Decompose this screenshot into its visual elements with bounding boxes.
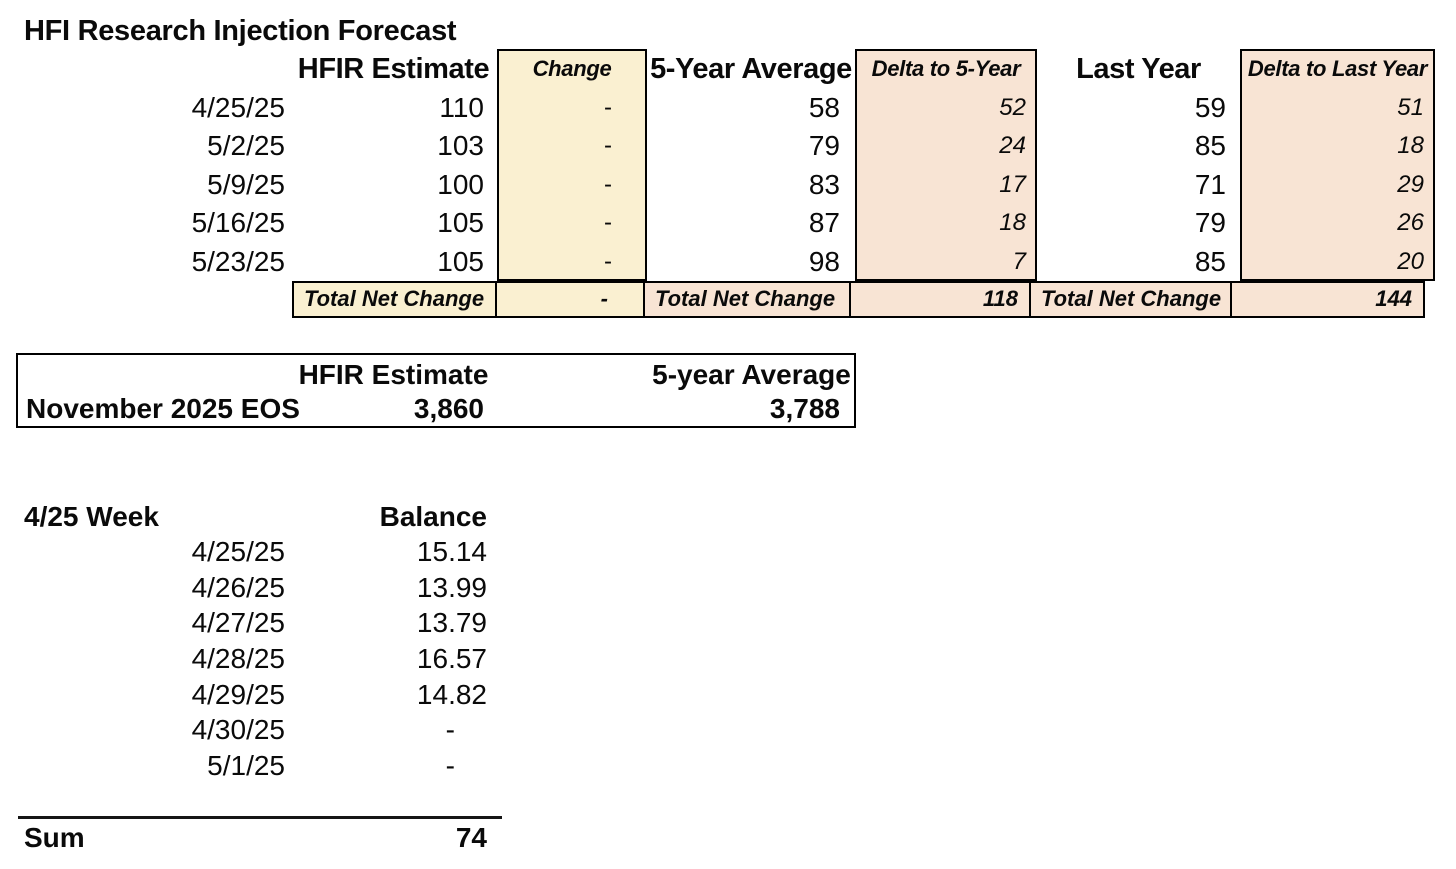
table-row: 4/30/25 - (0, 712, 520, 748)
date-cell: 5/16/25 (191, 207, 285, 239)
avg5-cell: 79 (808, 130, 840, 162)
delta-last-cell: 51 (1397, 94, 1424, 121)
total-net-change-label: Total Net Change (1029, 281, 1232, 318)
last-year-cell: 85 (1194, 130, 1226, 162)
table-row: 4/26/25 13.99 (0, 570, 520, 606)
delta-last-cell: 18 (1397, 132, 1424, 160)
delta5-cell: 52 (999, 94, 1026, 121)
change-cell: - (604, 209, 612, 237)
delta-last-year-column-highlight (1240, 49, 1435, 281)
eos-header-5-year-average: 5-year Average (652, 359, 851, 390)
change-cell: - (604, 170, 612, 198)
date-cell: 5/23/25 (191, 245, 285, 277)
week-date: 4/29/25 (191, 678, 285, 710)
date-cell: 5/9/25 (207, 168, 285, 200)
total-net-change-label: Total Net Change (292, 281, 497, 318)
eos-hfir-value: 3,860 (413, 393, 484, 424)
total-net-change-row: Total Net Change - Total Net Change 118 … (292, 281, 1425, 318)
week-date: 4/30/25 (191, 714, 285, 746)
week-balance: 16.57 (416, 643, 487, 675)
week-balance-table: 4/25/25 15.14 4/26/25 13.99 4/27/25 13.7… (0, 534, 520, 784)
delta5-cell: 17 (999, 170, 1026, 198)
sum-divider-line (18, 816, 502, 819)
last-year-cell: 71 (1194, 168, 1226, 200)
header-hfir-estimate: HFIR Estimate (297, 53, 490, 85)
last-year-cell: 59 (1194, 92, 1226, 123)
delta5-cell: 24 (999, 132, 1026, 160)
table-row: 4/28/25 16.57 (0, 641, 520, 677)
change-cell: - (604, 94, 612, 121)
week-balance: - (445, 714, 455, 746)
header-delta-to-last-year: Delta to Last Year (1247, 56, 1428, 81)
header-last-year: Last Year (1076, 53, 1201, 85)
avg5-cell: 87 (808, 207, 840, 239)
total-net-change-label: Total Net Change (643, 281, 851, 318)
delta-5-year-column-highlight (855, 49, 1037, 281)
eos-avg5-value: 3,788 (769, 393, 840, 424)
forecast-table: HFIR Estimate Change 5-Year Average Delt… (0, 49, 1435, 281)
date-cell: 4/25/25 (191, 92, 285, 123)
week-table-title: 4/25 Week (24, 501, 159, 532)
sum-value: 74 (455, 822, 487, 853)
header-change: Change (532, 56, 612, 81)
balance-header: Balance (379, 501, 487, 532)
delta5-cell: 18 (999, 209, 1026, 237)
week-balance: 13.99 (416, 571, 487, 603)
week-date: 4/28/25 (191, 643, 285, 675)
delta-last-cell: 20 (1397, 247, 1424, 275)
hfir-cell: 105 (437, 245, 484, 277)
eos-row-label: November 2025 EOS (26, 393, 300, 424)
total-deltalast-value: 144 (1230, 281, 1425, 318)
total-delta5-value: 118 (849, 281, 1031, 318)
change-cell: - (604, 247, 612, 275)
eos-header-hfir-estimate: HFIR Estimate (298, 359, 489, 390)
week-date: 4/26/25 (191, 571, 285, 603)
header-delta-to-5-year: Delta to 5-Year (871, 56, 1021, 81)
hfir-cell: 110 (439, 92, 484, 123)
change-column-highlight (497, 49, 647, 281)
avg5-cell: 58 (808, 92, 840, 123)
change-cell: - (604, 132, 612, 160)
avg5-cell: 98 (808, 245, 840, 277)
week-balance: 14.82 (416, 678, 487, 710)
table-row: 4/29/25 14.82 (0, 677, 520, 713)
last-year-cell: 79 (1194, 207, 1226, 239)
table-row: 4/27/25 13.79 (0, 605, 520, 641)
delta5-cell: 7 (1012, 247, 1026, 275)
eos-summary-table: HFIR Estimate 5-year Average November 20… (16, 353, 856, 428)
hfir-cell: 103 (437, 130, 484, 162)
header-5-year-average: 5-Year Average (650, 53, 852, 85)
hfir-cell: 100 (437, 168, 484, 200)
avg5-cell: 83 (808, 168, 840, 200)
page-title: HFI Research Injection Forecast (24, 15, 457, 47)
total-change-value: - (495, 281, 645, 318)
week-balance: 13.79 (416, 607, 487, 639)
hfir-cell: 105 (437, 207, 484, 239)
week-balance: 15.14 (416, 536, 487, 567)
sum-label: Sum (24, 822, 85, 853)
week-balance: - (445, 750, 455, 782)
delta-last-cell: 29 (1397, 170, 1424, 198)
table-row: 5/1/25 - (0, 748, 520, 784)
week-date: 4/25/25 (191, 536, 285, 567)
last-year-cell: 85 (1194, 245, 1226, 277)
week-date: 5/1/25 (207, 750, 285, 782)
week-date: 4/27/25 (191, 607, 285, 639)
date-cell: 5/2/25 (207, 130, 285, 162)
header-spacer (0, 49, 290, 89)
table-row: 4/25/25 15.14 (0, 534, 520, 570)
delta-last-cell: 26 (1397, 209, 1424, 237)
